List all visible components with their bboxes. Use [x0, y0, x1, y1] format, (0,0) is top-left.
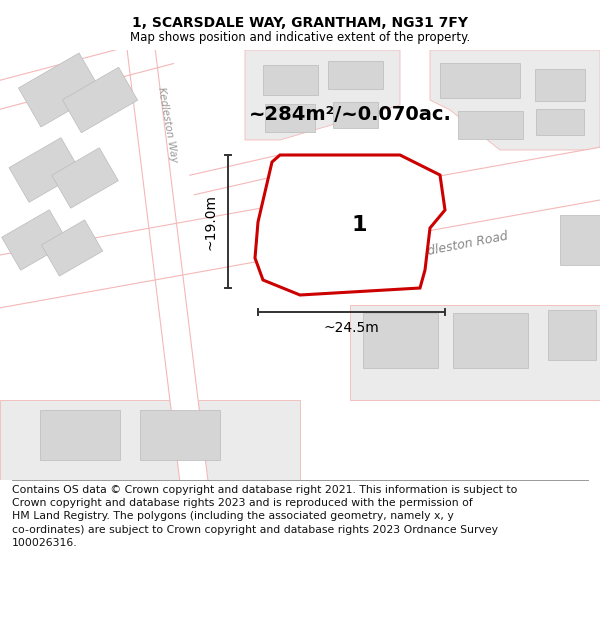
Polygon shape — [536, 109, 584, 135]
Text: Map shows position and indicative extent of the property.: Map shows position and indicative extent… — [130, 31, 470, 44]
Text: ~19.0m: ~19.0m — [203, 194, 217, 249]
Text: 1, SCARSDALE WAY, GRANTHAM, NG31 7FY: 1, SCARSDALE WAY, GRANTHAM, NG31 7FY — [132, 16, 468, 30]
Polygon shape — [328, 61, 383, 89]
Polygon shape — [362, 312, 437, 368]
Polygon shape — [40, 410, 120, 460]
Polygon shape — [535, 69, 585, 101]
Polygon shape — [458, 111, 523, 139]
Polygon shape — [332, 102, 377, 128]
Polygon shape — [41, 220, 103, 276]
Text: ~284m²/~0.070ac.: ~284m²/~0.070ac. — [248, 106, 451, 124]
Polygon shape — [0, 400, 300, 480]
Polygon shape — [245, 50, 400, 140]
Polygon shape — [9, 138, 81, 202]
Polygon shape — [126, 38, 209, 492]
Polygon shape — [255, 155, 445, 295]
Text: 1: 1 — [351, 215, 367, 235]
Polygon shape — [560, 215, 600, 265]
Text: Kedleston Way: Kedleston Way — [157, 86, 179, 164]
Polygon shape — [263, 65, 317, 95]
Polygon shape — [440, 62, 520, 98]
Polygon shape — [452, 312, 527, 368]
Polygon shape — [62, 68, 137, 132]
Polygon shape — [0, 36, 173, 114]
Polygon shape — [19, 53, 101, 127]
Polygon shape — [0, 144, 600, 311]
Polygon shape — [350, 305, 600, 400]
Polygon shape — [2, 210, 68, 270]
Polygon shape — [190, 155, 282, 195]
Text: Kedleston Road: Kedleston Road — [411, 229, 509, 261]
Text: Contains OS data © Crown copyright and database right 2021. This information is : Contains OS data © Crown copyright and d… — [12, 485, 517, 548]
Text: ~24.5m: ~24.5m — [323, 321, 379, 335]
Polygon shape — [548, 310, 596, 360]
Polygon shape — [140, 410, 220, 460]
Polygon shape — [265, 104, 315, 132]
Polygon shape — [52, 148, 118, 208]
Polygon shape — [430, 50, 600, 150]
